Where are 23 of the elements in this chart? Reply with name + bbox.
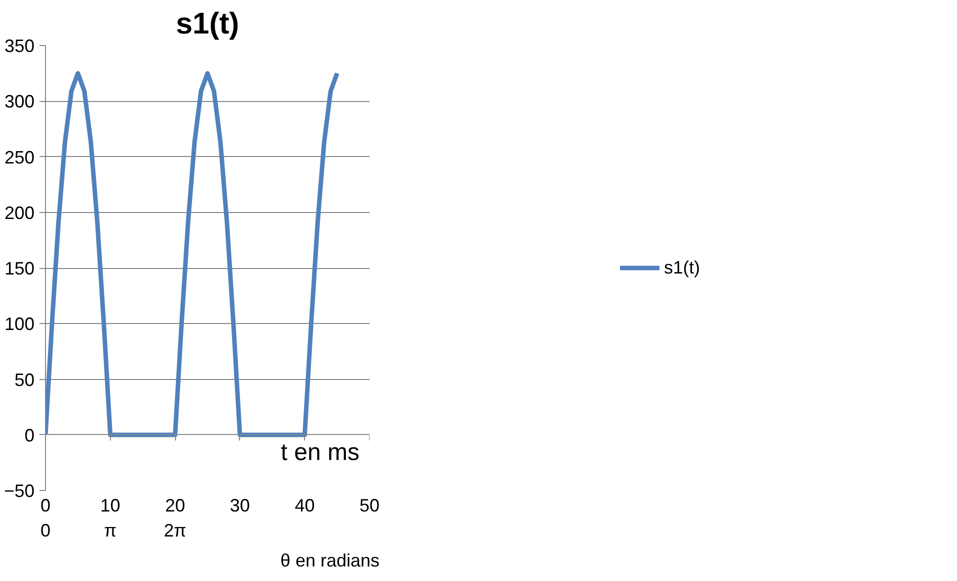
legend-label: s1(t)	[664, 257, 700, 278]
y-tick-label: 0	[24, 425, 35, 446]
x-axis-title: t en ms	[280, 438, 360, 466]
y-tick-label: 350	[4, 36, 35, 56]
y-tick-label: 200	[4, 202, 35, 223]
x2-tick-label: 0	[40, 520, 51, 540]
y-tick-label: 300	[4, 92, 35, 112]
y-tick-label: 150	[4, 258, 35, 278]
x-tick-label: 50	[359, 496, 380, 516]
line-series	[46, 71, 340, 438]
y-tick-label: 100	[4, 314, 35, 334]
x-tick-label: 30	[230, 496, 250, 516]
x-tick-label: 40	[294, 496, 315, 516]
x2-axis-title: θ en radians	[280, 550, 380, 570]
x-tick-label: 20	[165, 496, 186, 516]
x2-tick-label: π	[104, 520, 117, 540]
x2-tick-label: 2π	[164, 520, 186, 540]
y-tick-label: −50	[4, 481, 35, 501]
x-tick-label: 10	[100, 496, 120, 516]
chart-title: s1(t)	[176, 8, 240, 40]
x-tick-label: 0	[40, 496, 51, 516]
y-tick-label: 50	[14, 370, 35, 390]
y-tick-label: 250	[4, 147, 35, 168]
